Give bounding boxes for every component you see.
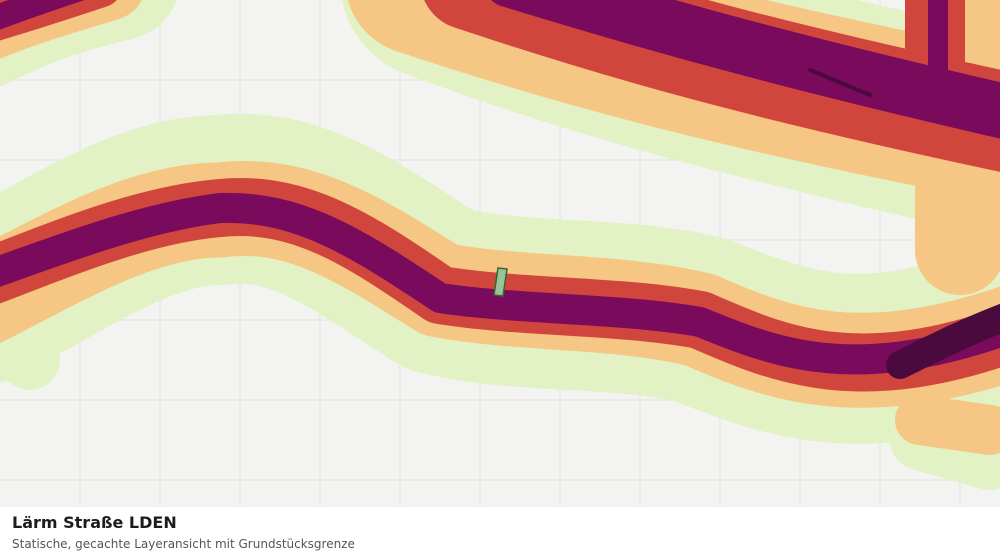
- noise-map: [0, 0, 1000, 507]
- noise-bands: [0, 0, 1000, 490]
- parcel-boundary: [493, 267, 508, 297]
- layer-title: Lärm Straße LDEN: [12, 513, 177, 532]
- layer-subtitle: Statische, gecachte Layeransicht mit Gru…: [12, 537, 355, 551]
- caption: Lärm Straße LDEN Statische, gecachte Lay…: [12, 513, 355, 551]
